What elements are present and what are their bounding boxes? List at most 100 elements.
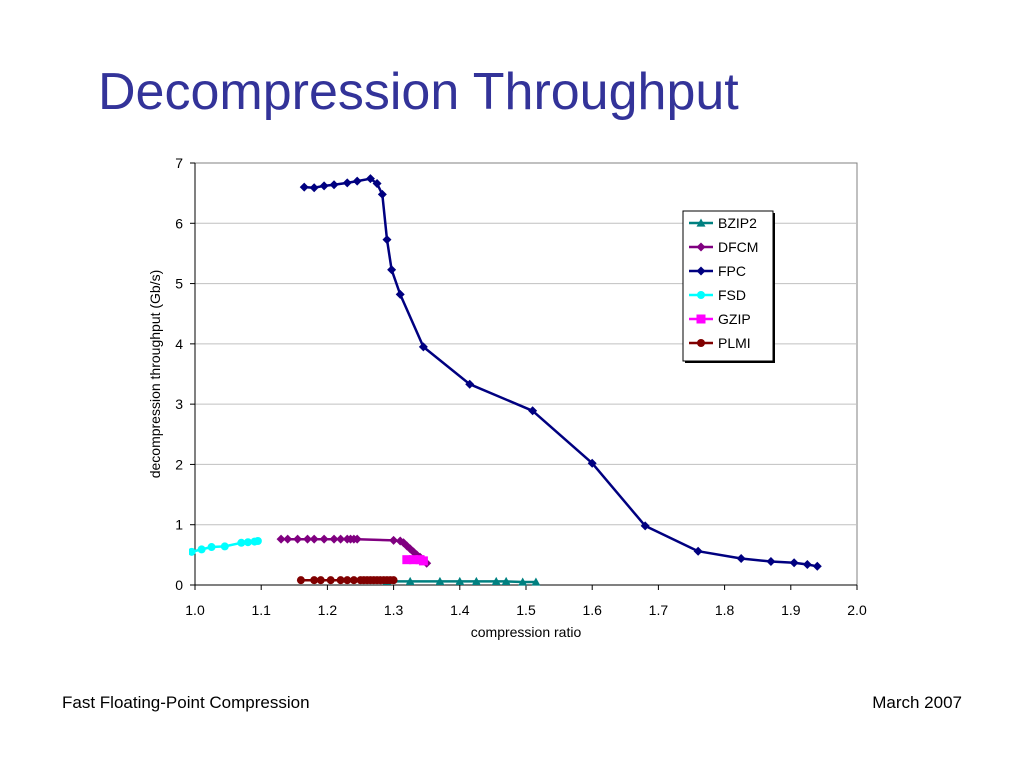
data-point-fpc: [587, 458, 597, 468]
data-point-dfcm: [283, 534, 293, 544]
data-point-dfcm: [309, 534, 319, 544]
legend-item-bzip2: BZIP2: [689, 215, 757, 231]
data-point-fpc: [418, 342, 428, 352]
y-axis-label: decompression throughput (Gb/s): [147, 270, 163, 479]
data-point-fpc: [789, 558, 799, 568]
data-point-bzip2: [531, 577, 541, 586]
legend-item-fsd: FSD: [689, 287, 746, 303]
data-point-fpc: [365, 174, 375, 184]
series-gzip: [402, 555, 428, 566]
data-point-plmi: [343, 576, 352, 585]
data-point-fsd: [253, 536, 262, 545]
data-point-plmi: [326, 576, 335, 585]
data-point-bzip2: [471, 576, 481, 585]
data-point-fpc: [812, 561, 822, 571]
data-point-gzip: [408, 555, 418, 565]
x-tick-label: 1.0: [185, 602, 205, 618]
legend-label-fsd: FSD: [718, 287, 746, 303]
data-point-fpc: [802, 560, 812, 570]
y-tick-label: 6: [175, 215, 183, 231]
x-tick-label: 1.4: [450, 602, 470, 618]
x-tick-label: 2.0: [847, 602, 867, 618]
data-point-bzip2: [501, 576, 511, 585]
legend-marker-bzip2: [696, 218, 706, 227]
data-point-fpc: [309, 183, 319, 193]
data-point-fsd: [237, 538, 246, 547]
data-point-bzip2: [455, 576, 465, 585]
series-plmi: [296, 576, 398, 585]
data-point-dfcm: [352, 534, 362, 544]
data-point-dfcm: [303, 534, 313, 544]
data-point-gzip: [418, 556, 428, 566]
x-tick-label: 1.9: [781, 602, 801, 618]
series-dfcm: [276, 534, 432, 568]
y-tick-label: 3: [175, 396, 183, 412]
data-point-dfcm: [329, 534, 339, 544]
data-point-fpc: [395, 289, 405, 299]
data-point-plmi: [389, 576, 398, 585]
data-point-plmi: [316, 576, 325, 585]
data-point-fpc: [352, 176, 362, 186]
data-point-dfcm: [276, 534, 286, 544]
legend-label-dfcm: DFCM: [718, 239, 758, 255]
data-point-fpc: [382, 235, 392, 245]
data-point-fpc: [329, 180, 339, 190]
series-bzip2: [382, 576, 541, 586]
data-point-dfcm: [336, 534, 346, 544]
data-point-bzip2: [405, 576, 415, 585]
x-tick-label: 1.3: [384, 602, 404, 618]
footer-date: March 2007: [872, 693, 962, 712]
data-point-fpc: [299, 182, 309, 192]
data-point-fpc: [372, 178, 382, 188]
x-tick-label: 1.7: [649, 602, 669, 618]
data-point-bzip2: [518, 577, 528, 586]
data-point-fpc: [387, 265, 397, 275]
data-point-fpc: [736, 553, 746, 563]
data-point-plmi: [296, 576, 305, 585]
data-point-fsd: [220, 542, 229, 551]
data-point-fpc: [693, 546, 703, 556]
data-point-fpc: [342, 178, 352, 188]
data-point-dfcm: [389, 535, 399, 545]
data-point-fsd: [243, 538, 252, 547]
legend-label-plmi: PLMI: [718, 335, 751, 351]
legend-item-plmi: PLMI: [689, 335, 751, 351]
data-point-gzip: [402, 555, 412, 565]
data-point-bzip2: [435, 576, 445, 585]
series-group: [189, 174, 822, 586]
legend-label-gzip: GZIP: [718, 311, 751, 327]
legend-box: [682, 210, 774, 362]
legend-marker-fpc: [696, 266, 706, 276]
legend-label-bzip2: BZIP2: [718, 215, 757, 231]
y-tick-label: 4: [175, 336, 183, 352]
y-tick-label: 2: [175, 456, 183, 472]
y-tick-label: 5: [175, 276, 183, 292]
footer-left-text: Fast Floating-Point Compression: [62, 693, 310, 712]
data-point-plmi: [336, 576, 345, 585]
data-point-fpc: [766, 556, 776, 566]
x-tick-label: 1.6: [582, 602, 602, 618]
data-point-fpc: [377, 189, 387, 199]
y-tick-label: 7: [175, 155, 183, 171]
data-point-fsd: [197, 545, 206, 554]
legend-marker-gzip: [696, 314, 706, 324]
series-fpc: [299, 174, 822, 571]
data-point-fpc: [465, 379, 475, 389]
data-point-fsd: [207, 543, 216, 552]
x-tick-label: 1.5: [516, 602, 536, 618]
axes: 0 1 2 3 4 5 6 7 1.0 1.1 1.2 1.3 1.4 1.5 1.6 1.7 1.8 1.9 2.…: [175, 155, 867, 618]
legend-marker-dfcm: [696, 242, 706, 252]
data-point-fpc: [319, 181, 329, 191]
data-point-bzip2: [491, 576, 501, 585]
data-point-dfcm: [319, 534, 329, 544]
legend-item-gzip: GZIP: [689, 311, 751, 327]
data-point-fpc: [528, 406, 538, 416]
x-tick-label: 1.1: [251, 602, 271, 618]
data-point-fpc: [640, 521, 650, 531]
series-fsd: [189, 536, 262, 556]
legend-marker-plmi: [697, 339, 705, 347]
data-point-dfcm: [293, 534, 303, 544]
y-tick-label: 0: [175, 577, 183, 593]
x-axis-label: compression ratio: [471, 624, 582, 640]
